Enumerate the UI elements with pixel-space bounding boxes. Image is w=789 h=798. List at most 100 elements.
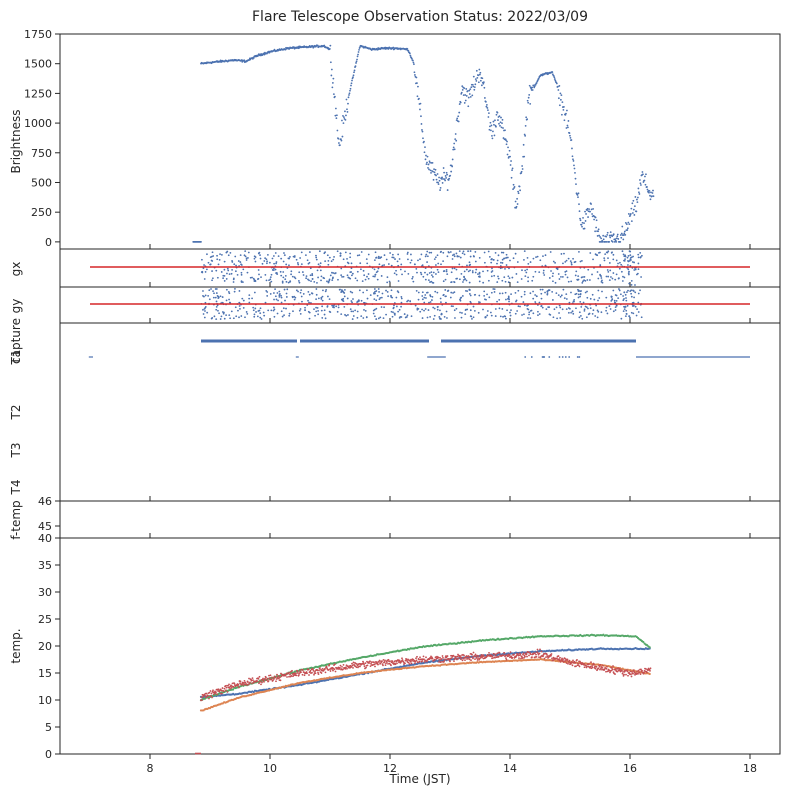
temp-point (445, 655, 447, 657)
brightness-point (437, 183, 440, 185)
gx-point (434, 256, 437, 259)
gx-point (257, 269, 260, 271)
gx-point (204, 271, 207, 273)
gy-point (358, 289, 361, 292)
gy-point (440, 313, 443, 316)
brightness-point (451, 165, 454, 168)
gy-point (327, 295, 329, 298)
temp-point (632, 672, 634, 675)
gx-point (233, 263, 236, 266)
brightness-point (645, 173, 647, 176)
gy-point (623, 291, 626, 294)
gx-point (269, 278, 272, 281)
gx-point (523, 250, 526, 253)
brightness-point (586, 207, 589, 210)
temp-ytick-label: 0 (45, 748, 52, 761)
gx-point (425, 253, 428, 256)
brightness-point (473, 88, 476, 91)
brightness-point (578, 203, 580, 206)
gx-point (515, 273, 518, 275)
gy-point (575, 292, 578, 295)
brightness-point (431, 161, 434, 164)
temp-point (621, 669, 623, 672)
brightness-point (334, 114, 337, 117)
gy-point (608, 305, 611, 307)
temp-point (332, 669, 334, 672)
temp-point (267, 680, 270, 682)
gy-point (320, 309, 323, 312)
brightness-point (558, 85, 561, 87)
temp-point (329, 670, 332, 672)
gy-point (375, 307, 378, 310)
gy-point (264, 301, 267, 304)
gx-point (292, 255, 295, 258)
brightness-ylabel: Brightness (9, 110, 23, 174)
brightness-point (602, 234, 605, 237)
gx-point (350, 274, 353, 277)
temp-point (634, 673, 636, 676)
brightness-point (574, 171, 576, 174)
gx-point (367, 273, 370, 275)
gy-point (612, 289, 615, 292)
gy-point (612, 310, 615, 313)
gy-point (354, 309, 357, 312)
gx-point (622, 253, 625, 256)
brightness-point (651, 195, 653, 198)
temp-point (216, 693, 218, 696)
gx-point (526, 268, 528, 271)
temp-ytick-label: 10 (38, 694, 52, 707)
gx-point (285, 263, 288, 266)
gx-point (628, 260, 631, 262)
gy-point (421, 308, 423, 311)
temp-point (243, 681, 245, 684)
gx-point (511, 276, 514, 279)
gy-point (341, 290, 344, 293)
temp-point (444, 658, 446, 661)
temp-point (534, 652, 536, 654)
temp-point (492, 657, 494, 659)
gy-point (559, 295, 562, 298)
gx-point (328, 256, 331, 259)
gy-point (625, 313, 628, 315)
gx-point (426, 273, 429, 276)
temp-point (578, 665, 581, 668)
gy-point (379, 316, 382, 319)
gx-point (298, 281, 301, 284)
gy-frame (59, 286, 781, 324)
gx-point (392, 256, 395, 259)
gy-point (624, 315, 627, 318)
gy-point (204, 294, 207, 297)
gx-point (412, 280, 415, 283)
gy-point (364, 309, 367, 312)
brightness-point (339, 144, 341, 146)
gy-point (403, 313, 406, 315)
gx-point (610, 276, 612, 278)
gx-point (407, 258, 409, 261)
temp-point (461, 659, 464, 662)
gx-point (290, 270, 293, 273)
gy-point (519, 305, 521, 308)
gx-point (588, 279, 591, 281)
gy-point (352, 315, 355, 317)
temp-point (538, 652, 541, 655)
gx-point (244, 250, 247, 253)
gx-point (544, 254, 547, 257)
gy-point (340, 298, 343, 301)
gx-point (490, 261, 493, 264)
brightness-point (441, 182, 444, 184)
brightness-point (632, 208, 635, 211)
brightness-point (590, 203, 592, 205)
gx-point (570, 280, 573, 283)
gx-point (509, 259, 511, 262)
gx-point (497, 275, 499, 278)
gy-point (503, 315, 506, 318)
gx-point (240, 264, 243, 266)
temp-point (303, 674, 306, 677)
brightness-point (477, 74, 480, 77)
gx-point (536, 255, 539, 258)
gy-point (266, 295, 269, 297)
gy-point (488, 296, 491, 299)
gx-point (627, 268, 630, 271)
gx-point (299, 257, 302, 259)
gx-point (284, 278, 287, 281)
